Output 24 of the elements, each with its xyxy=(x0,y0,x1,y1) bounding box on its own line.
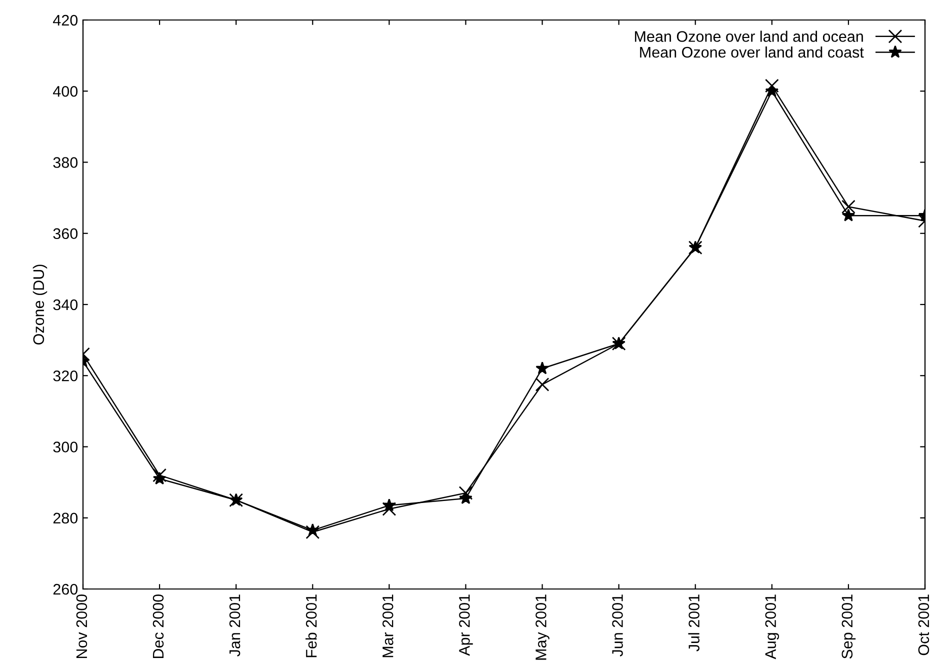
y-axis-title: Ozone (DU) xyxy=(32,264,48,345)
x-tick-label: Apr 2001 xyxy=(459,594,473,656)
y-tick-label: 260 xyxy=(53,584,78,595)
x-tick-label: Mar 2001 xyxy=(382,594,394,658)
y-tick-label: 300 xyxy=(53,442,78,452)
x-tick-label: Dec 2000 xyxy=(152,594,164,658)
x-tick-label: Oct 2001 xyxy=(918,594,930,656)
y-tick-label: 320 xyxy=(53,370,78,382)
x-tick-label: Aug 2001 xyxy=(765,594,780,660)
y-tick-label: 360 xyxy=(53,228,78,240)
y-tick-label: 380 xyxy=(53,157,78,168)
x-tick-label: May 2001 xyxy=(536,594,550,660)
y-tick-label: 420 xyxy=(53,14,78,26)
legend-label: Mean Ozone over land and ocean xyxy=(634,30,863,42)
y-tick-label: 340 xyxy=(53,299,78,310)
x-tick-label: Jan 2001 xyxy=(229,594,240,656)
y-tick-label: 400 xyxy=(53,86,78,97)
x-tick-label: Jul 2001 xyxy=(688,594,700,652)
x-tick-label: Jun 2001 xyxy=(612,594,623,656)
legend-label: Mean Ozone over land and coast xyxy=(640,46,864,58)
x-tick-label: Feb 2001 xyxy=(306,594,317,658)
x-tick-label: Sep 2001 xyxy=(842,594,856,659)
x-tick-label: Nov 2000 xyxy=(76,594,88,658)
y-tick-label: 280 xyxy=(53,512,78,524)
